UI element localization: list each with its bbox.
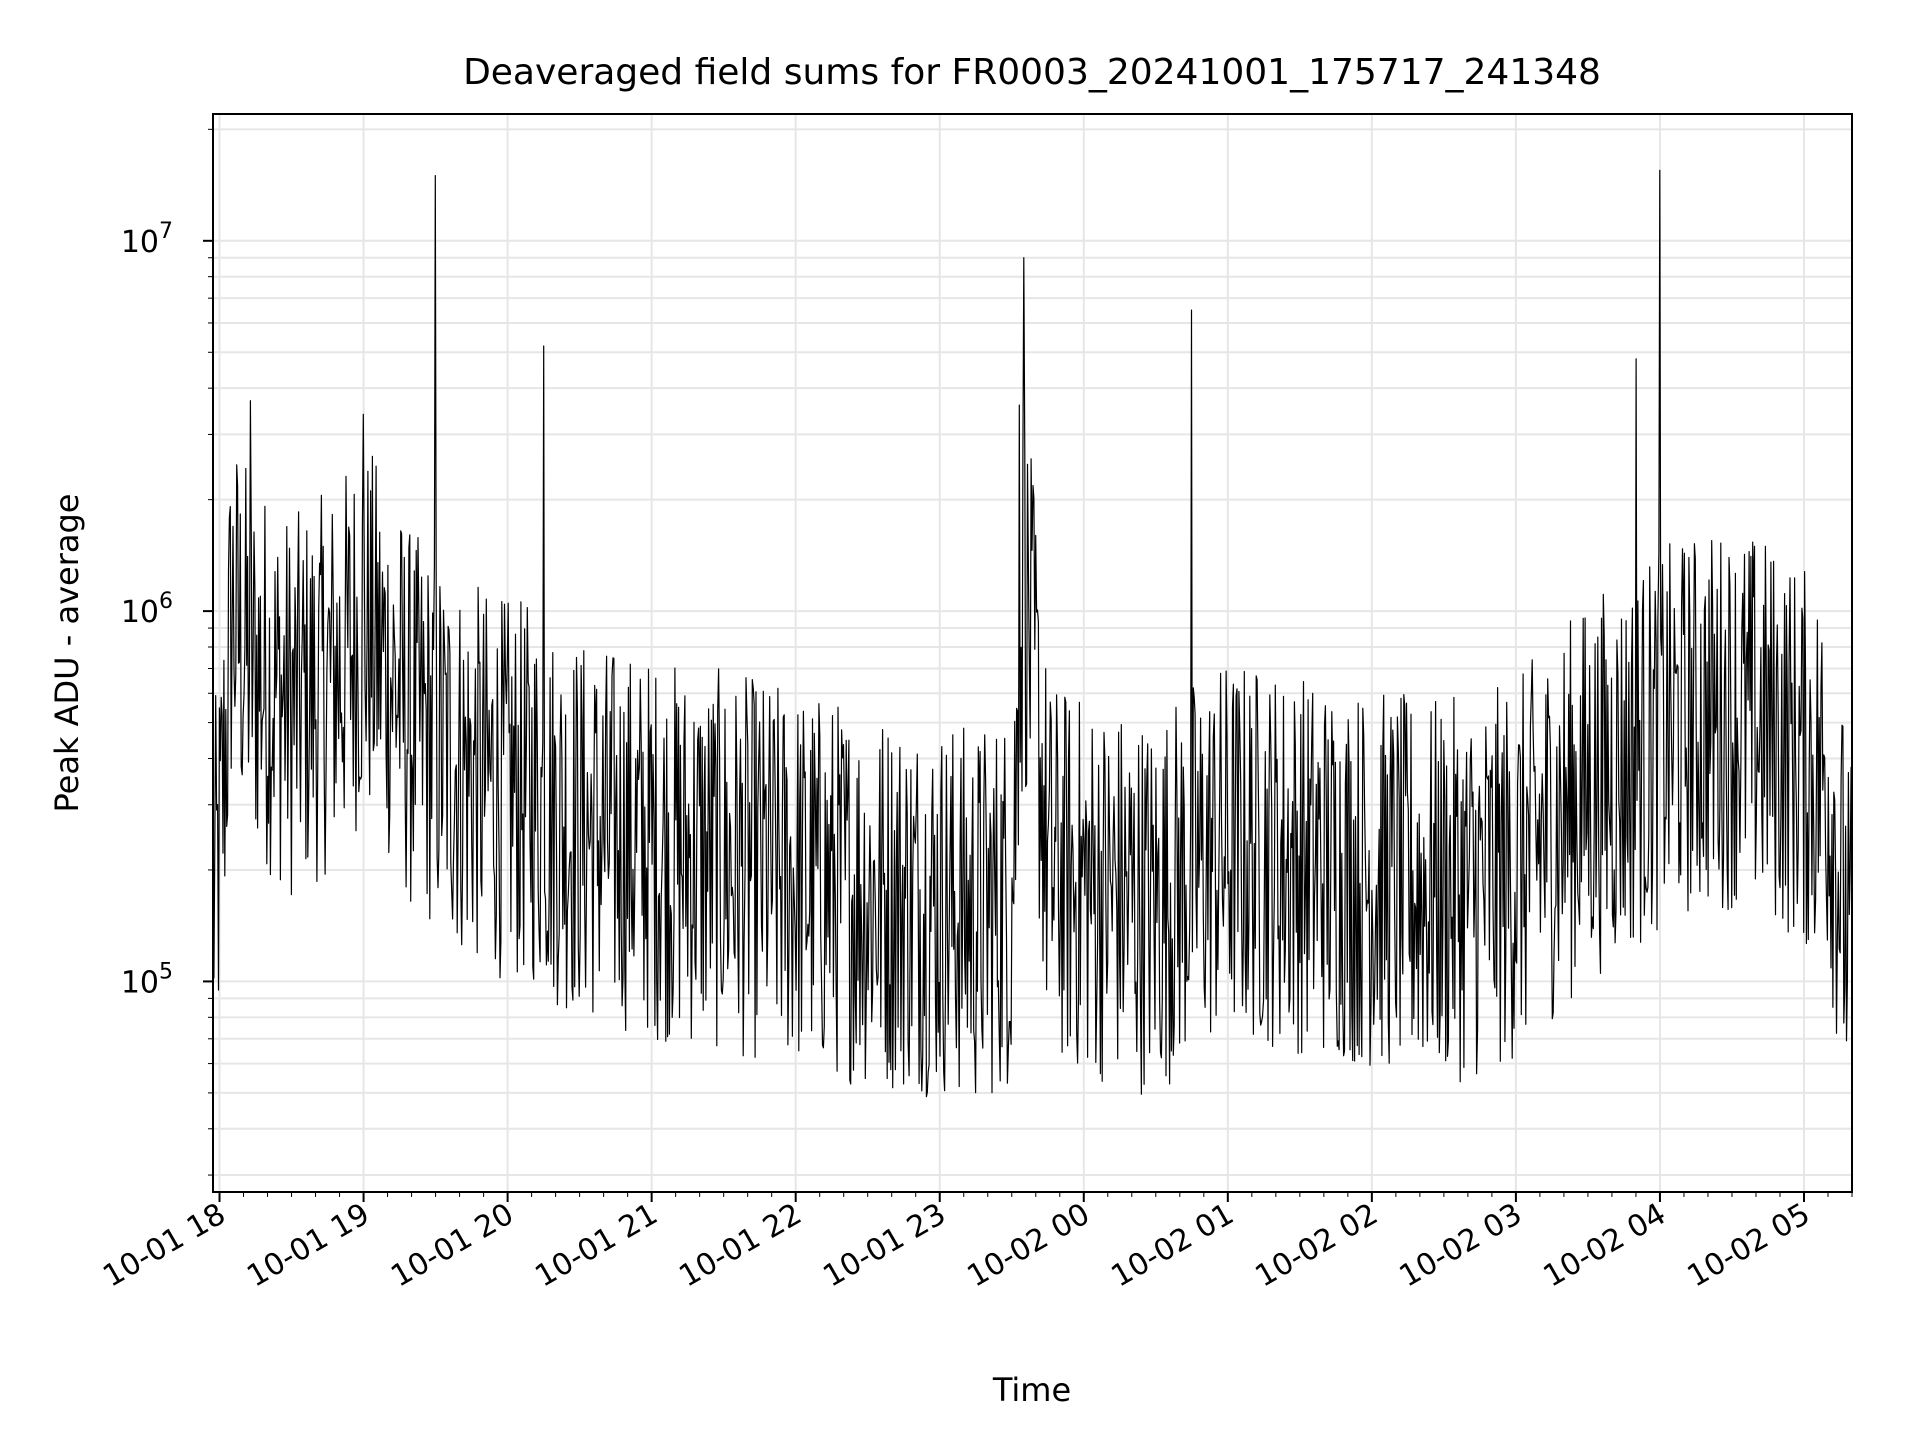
y-axis-title: Peak ADU - average xyxy=(48,494,86,813)
x-tick-labels: 10-01 18 10-01 19 10-01 20 10-01 21 10-01 22… xyxy=(97,1197,1816,1295)
x-tick-label: 10-01 19 xyxy=(241,1197,375,1295)
x-tick-label: 10-02 00 xyxy=(961,1197,1095,1295)
grid xyxy=(213,114,1852,1192)
x-tick-label: 10-01 23 xyxy=(817,1197,951,1295)
y-tick-exponent: 5 xyxy=(159,959,173,984)
x-tick-label: 10-01 18 xyxy=(97,1197,231,1295)
x-tick-label: 10-02 02 xyxy=(1250,1197,1384,1295)
x-tick-label: 10-02 03 xyxy=(1394,1197,1528,1295)
chart-title: Deaveraged field sums for FR0003_2024100… xyxy=(463,52,1601,93)
y-tick-exponent: 7 xyxy=(159,219,173,244)
x-tick-label: 10-01 21 xyxy=(529,1197,663,1295)
y-tick-label: 107 xyxy=(121,219,173,260)
x-axis-title: Time xyxy=(992,1371,1071,1409)
y-tick-base: 10 xyxy=(121,965,159,1000)
x-tick-label: 10-02 05 xyxy=(1682,1197,1816,1295)
x-tick-label: 10-02 01 xyxy=(1105,1197,1239,1295)
y-tick-exponent: 6 xyxy=(159,589,173,614)
series-line xyxy=(212,169,1853,1098)
y-tick-base: 10 xyxy=(121,595,159,630)
y-tick-base: 10 xyxy=(121,225,159,260)
y-tick-label: 106 xyxy=(121,589,173,630)
x-tick-label: 10-02 04 xyxy=(1538,1197,1672,1295)
x-tick-label: 10-01 20 xyxy=(385,1197,519,1295)
y-tick-label: 105 xyxy=(121,959,173,1000)
x-tick-label: 10-01 22 xyxy=(673,1197,807,1295)
axis-ticks xyxy=(203,128,1853,1202)
plot-area-frame xyxy=(212,113,1853,1193)
